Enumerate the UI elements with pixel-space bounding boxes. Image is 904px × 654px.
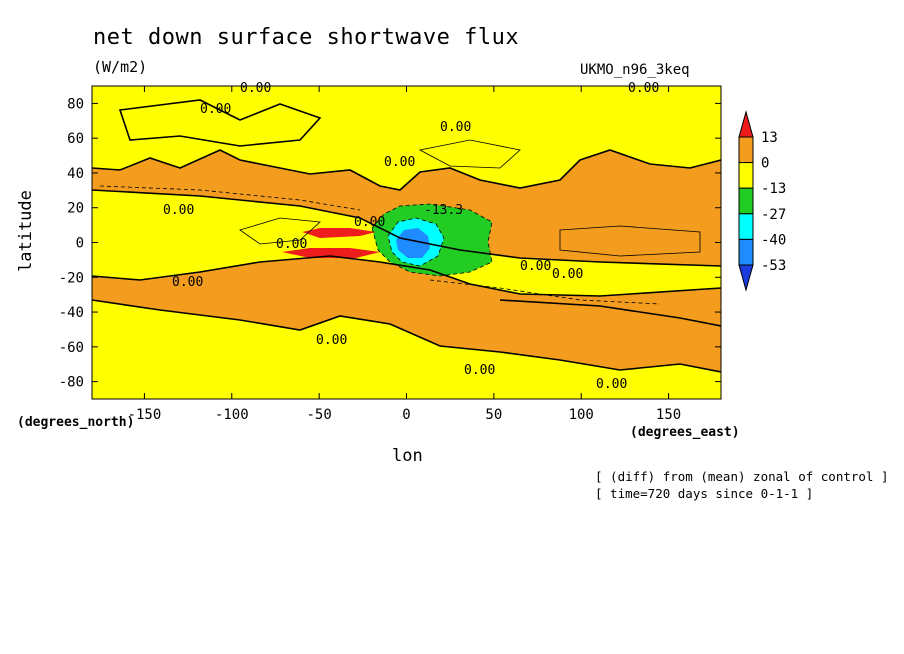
colorbar-top-arrow bbox=[738, 110, 754, 138]
y-tick-label: -20 bbox=[59, 270, 84, 286]
dataset-label: UKMO_n96_3keq bbox=[580, 62, 690, 78]
contour-label: 0.00 bbox=[354, 215, 385, 230]
y-tick-label: -60 bbox=[59, 340, 84, 356]
south-orange-patch bbox=[490, 300, 721, 352]
contour-label: 0.00 bbox=[384, 155, 415, 170]
x-tick-label: -100 bbox=[215, 407, 249, 423]
x-tick-label: 0 bbox=[402, 407, 410, 423]
contour-label: 0.00 bbox=[440, 120, 471, 135]
colorbar: 13 0 -13 -27 -40 -53 bbox=[738, 110, 786, 292]
y-axis-units: (degrees_north) bbox=[17, 415, 135, 430]
colorbar-segment bbox=[738, 162, 754, 189]
x-tick-label: 50 bbox=[485, 407, 502, 423]
y-tick-label: 40 bbox=[67, 166, 84, 182]
colorbar-label: 0 bbox=[761, 156, 769, 172]
x-tick-label: 100 bbox=[569, 407, 594, 423]
north-yellow-region bbox=[92, 86, 721, 190]
north-yellow-patch bbox=[120, 100, 320, 146]
x-tick-label: -50 bbox=[306, 407, 331, 423]
colorbar-label: -27 bbox=[761, 207, 786, 223]
y-tick-label: 80 bbox=[67, 96, 84, 112]
chart-units: (W/m2) bbox=[93, 58, 148, 76]
colorbar-segment bbox=[738, 187, 754, 215]
colorbar-label: -53 bbox=[761, 258, 786, 274]
contour-label: 0.00 bbox=[464, 363, 495, 378]
thin-contours bbox=[239, 139, 701, 257]
contour-label: 0.00 bbox=[628, 81, 659, 96]
y-axis: 80 60 40 20 0 -20 -40 -60 -80 bbox=[59, 96, 721, 391]
contour-label: 0.00 bbox=[596, 377, 627, 392]
contour-labels: 0.00 0.00 0.00 0.00 0.00 0.00 0.00 0.00 … bbox=[163, 81, 659, 392]
red-band-north bbox=[302, 228, 376, 238]
contour-label: 0.00 bbox=[316, 333, 347, 348]
x-tick-label: -150 bbox=[128, 407, 162, 423]
colorbar-label: -13 bbox=[761, 181, 786, 197]
colorbar-label: -40 bbox=[761, 232, 786, 248]
contour-label: 0.00 bbox=[163, 203, 194, 218]
colorbar-segment bbox=[738, 238, 754, 266]
y-tick-label: 20 bbox=[67, 201, 84, 217]
colorbar-segment bbox=[738, 136, 754, 164]
y-tick-label: 0 bbox=[76, 236, 84, 252]
note-time: [ time=720 days since 0-1-1 ] bbox=[595, 486, 814, 501]
contour-field bbox=[92, 86, 721, 399]
note-diff: [ (diff) from (mean) zonal of control ] bbox=[595, 469, 889, 484]
x-axis-label: lon bbox=[392, 446, 423, 466]
blue-region bbox=[396, 228, 430, 258]
x-tick-label: 150 bbox=[656, 407, 681, 423]
y-tick-label: 60 bbox=[67, 131, 84, 147]
contour-label: 0.00 bbox=[240, 81, 271, 96]
south-yellow-patch-2 bbox=[140, 340, 420, 392]
contour-label: 0.00 bbox=[520, 259, 551, 274]
x-axis-units: (degrees_east) bbox=[630, 425, 740, 440]
y-tick-label: -80 bbox=[59, 375, 84, 391]
red-band-south bbox=[282, 248, 380, 258]
zero-contours bbox=[92, 99, 721, 373]
y-tick-label: -40 bbox=[59, 305, 84, 321]
colorbar-segment bbox=[738, 213, 754, 240]
chart-title: net down surface shortwave flux bbox=[93, 25, 520, 50]
contour-label: 0.00 bbox=[552, 267, 583, 282]
contour-label: 0.00 bbox=[172, 275, 203, 290]
x-axis: -150 -100 -50 0 50 100 150 bbox=[128, 86, 681, 423]
negative-contours bbox=[99, 185, 661, 305]
colorbar-bottom-arrow bbox=[738, 264, 754, 292]
contour-label: 0.00 bbox=[200, 102, 231, 117]
contour-label: -13.3 bbox=[424, 203, 463, 218]
colorbar-label: 13 bbox=[761, 130, 778, 146]
contour-label: 0.00 bbox=[276, 237, 307, 252]
